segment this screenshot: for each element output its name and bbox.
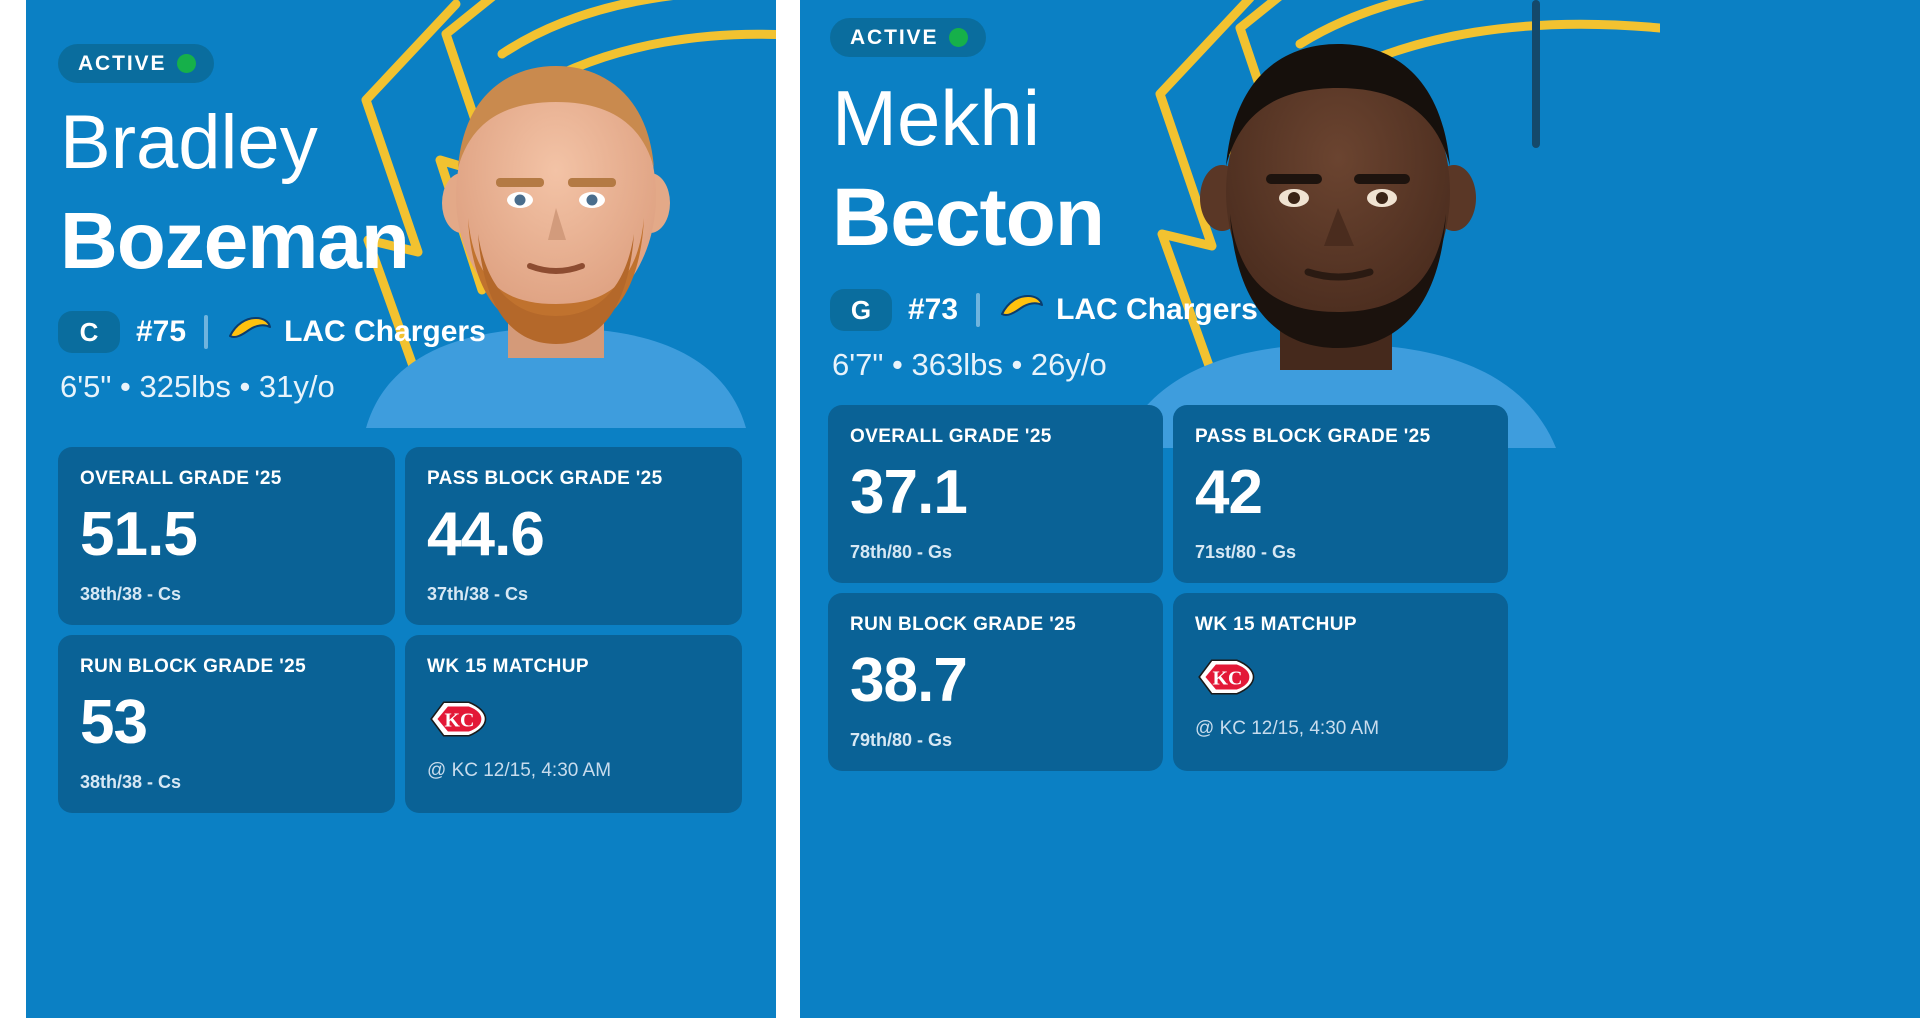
matchup-detail: @ KC 12/15, 4:30 AM <box>1195 717 1380 739</box>
stat-rank: 38th/38 - Cs <box>80 771 182 792</box>
stat-value: 38.7 <box>850 645 968 715</box>
stat-label: RUN BLOCK GRADE '25 <box>80 655 307 677</box>
stat-tile-run-block-grade[interactable]: RUN BLOCK GRADE '25 53 38th/38 - Cs <box>58 634 395 813</box>
stat-label: OVERALL GRADE '25 <box>80 468 282 489</box>
meta-divider <box>976 293 981 327</box>
status-badge: ACTIVE <box>58 44 215 83</box>
stat-tile-overall-grade[interactable]: OVERALL GRADE '25 51.5 38th/38 - Cs <box>58 447 395 625</box>
stat-value: 42 <box>1195 457 1263 527</box>
card-content: ACTIVE Mekhi Becton G #73 LAC Chargers 6… <box>800 0 1920 383</box>
team-name: LAC Chargers <box>284 315 486 348</box>
team-name: LAC Chargers <box>1056 293 1258 326</box>
chargers-bolt-icon <box>1001 295 1044 317</box>
player-last-name: Bozeman <box>60 196 410 285</box>
matchup-detail: @ KC 12/15, 4:30 AM <box>427 759 612 781</box>
stat-label: OVERALL GRADE '25 <box>850 426 1052 447</box>
status-badge: ACTIVE <box>830 18 987 57</box>
status-label: ACTIVE <box>850 26 939 49</box>
stat-tile-week-matchup[interactable]: WK 15 MATCHUP KC @ KC 12/15, 4:30 AM <box>1173 592 1508 771</box>
stat-rank: 78th/80 - Gs <box>850 541 953 562</box>
stat-value: 44.6 <box>427 499 545 569</box>
jersey-number: #73 <box>908 293 959 326</box>
stat-label: RUN BLOCK GRADE '25 <box>850 613 1077 635</box>
player-first-name: Mekhi <box>832 74 1041 162</box>
stat-tile-week-matchup[interactable]: WK 15 MATCHUP KC @ KC 12/15, 4:30 AM <box>405 634 742 813</box>
stat-rank: 79th/80 - Gs <box>850 729 953 750</box>
player-last-name: Becton <box>832 172 1105 263</box>
player-physical-stats: 6'7" • 363lbs • 26y/o <box>832 347 1107 382</box>
position-badge: G <box>830 289 892 331</box>
player-card-bradley-bozeman[interactable]: ACTIVE Bradley Bozeman C #75 LAC Charger… <box>26 0 776 1024</box>
player-meta-row: G #73 LAC Chargers <box>830 289 1920 331</box>
player-physical-stats: 6'5" • 325lbs • 31y/o <box>60 369 335 404</box>
svg-text:KC: KC <box>1213 667 1243 689</box>
chiefs-arrowhead-icon: KC <box>1198 659 1255 695</box>
stat-label: PASS BLOCK GRADE '25 <box>1195 426 1431 447</box>
stat-tile-run-block-grade[interactable]: RUN BLOCK GRADE '25 38.7 79th/80 - Gs <box>828 592 1163 771</box>
stat-tile-pass-block-grade[interactable]: PASS BLOCK GRADE '25 42 71st/80 - Gs <box>1173 405 1508 583</box>
status-green-dot-icon <box>177 54 197 73</box>
chiefs-arrowhead-icon: KC <box>430 701 487 737</box>
position-badge: C <box>58 311 120 353</box>
stat-grid: OVERALL GRADE '25 37.1 78th/80 - Gs PASS… <box>828 405 1508 771</box>
chargers-bolt-icon <box>229 317 272 339</box>
stat-tile-overall-grade[interactable]: OVERALL GRADE '25 37.1 78th/80 - Gs <box>828 405 1163 583</box>
matchup-label: WK 15 MATCHUP <box>427 655 589 677</box>
player-first-name: Bradley <box>60 100 318 185</box>
player-card-mekhi-becton[interactable]: ACTIVE Mekhi Becton G #73 LAC Chargers 6… <box>800 0 1920 1024</box>
jersey-number: #75 <box>136 315 187 348</box>
status-green-dot-icon <box>949 28 969 47</box>
stat-label: PASS BLOCK GRADE '25 <box>427 468 663 489</box>
meta-divider <box>204 315 209 349</box>
player-meta-row: C #75 LAC Chargers <box>58 311 776 353</box>
stat-rank: 37th/38 - Cs <box>427 583 529 604</box>
stat-grid: OVERALL GRADE '25 51.5 38th/38 - Cs PASS… <box>58 447 742 813</box>
svg-text:KC: KC <box>445 709 475 731</box>
stat-rank: 71st/80 - Gs <box>1195 541 1297 562</box>
stat-rank: 38th/38 - Cs <box>80 583 182 604</box>
stat-value: 53 <box>80 687 148 757</box>
status-label: ACTIVE <box>78 52 167 75</box>
stat-tile-pass-block-grade[interactable]: PASS BLOCK GRADE '25 44.6 37th/38 - Cs <box>405 447 742 625</box>
matchup-label: WK 15 MATCHUP <box>1195 613 1357 635</box>
stat-value: 37.1 <box>850 457 968 527</box>
stat-value: 51.5 <box>80 499 198 569</box>
card-content: ACTIVE Bradley Bozeman C #75 LAC Charger… <box>26 0 776 405</box>
